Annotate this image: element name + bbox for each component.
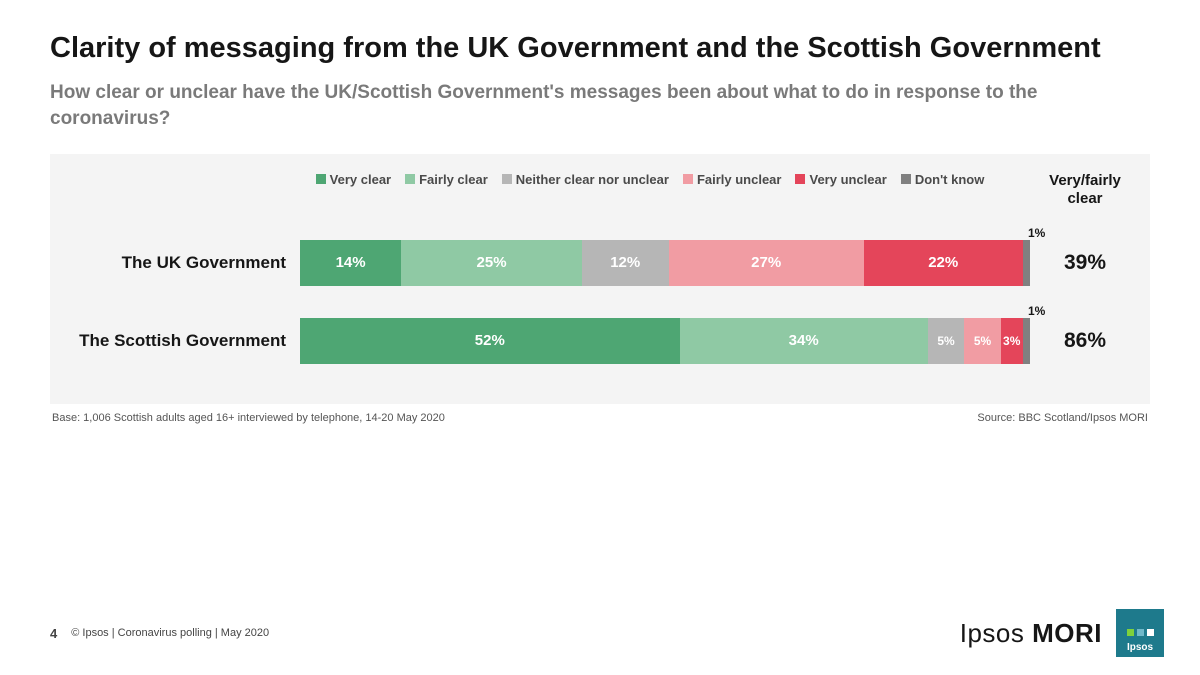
bar-row: The UK Government14%25%12%27%22%1% 39% [70,240,1130,286]
legend-label: Very unclear [809,172,886,187]
row-summary: 39% [1040,251,1130,275]
bar-segment: 5% [964,318,1001,364]
source-note: Source: BBC Scotland/Ipsos MORI [977,412,1148,424]
legend-label: Don't know [915,172,985,187]
bar-segment: 52% [300,318,680,364]
bar-segment: 25% [401,240,582,286]
slide-footer: 4 © Ipsos | Coronavirus polling | May 20… [50,609,1164,657]
ipsos-logo-icon: Ipsos [1116,609,1164,657]
bar-segment: 34% [680,318,928,364]
page-number: 4 [50,626,57,641]
legend-item: Very unclear [795,172,886,187]
legend-swatch [901,174,911,184]
legend-swatch [502,174,512,184]
bar-segment: 22% [864,240,1023,286]
stacked-bar: 14%25%12%27%22%1% [300,240,1030,286]
row-label: The UK Government [70,253,300,273]
legend-swatch [795,174,805,184]
legend-swatch [405,174,415,184]
bar-segment: 14% [300,240,401,286]
summary-column-header: Very/fairly clear [1040,172,1130,208]
brand-wordmark: Ipsos MORI [960,618,1102,649]
bar-row: The Scottish Government52%34%5%5%3%1%86% [70,318,1130,364]
copyright-text: © Ipsos | Coronavirus polling | May 2020 [71,627,269,639]
legend-item: Very clear [316,172,391,187]
stacked-bar: 52%34%5%5%3%1% [300,318,1030,364]
legend-swatch [316,174,326,184]
legend-item: Neither clear nor unclear [502,172,669,187]
row-summary: 86% [1040,329,1130,353]
legend-label: Fairly unclear [697,172,782,187]
legend-item: Fairly clear [405,172,488,187]
legend-label: Neither clear nor unclear [516,172,669,187]
bar-segment: 1% [1023,240,1030,286]
chart-subtitle: How clear or unclear have the UK/Scottis… [50,80,1150,131]
legend-item: Don't know [901,172,985,187]
chart-title: Clarity of messaging from the UK Governm… [50,30,1150,66]
row-label: The Scottish Government [70,331,300,351]
base-note: Base: 1,006 Scottish adults aged 16+ int… [52,412,445,424]
legend-label: Very clear [330,172,391,187]
bar-segment: 1% [1023,318,1030,364]
bar-segment: 27% [669,240,864,286]
chart-legend: Very clear Fairly clear Neither clear nor … [70,172,1030,187]
bar-segment: 3% [1001,318,1023,364]
legend-item: Fairly unclear [683,172,782,187]
bar-segment: 12% [582,240,669,286]
legend-label: Fairly clear [419,172,488,187]
bar-segment: 5% [928,318,965,364]
legend-swatch [683,174,693,184]
chart-area: Very clear Fairly clear Neither clear nor … [50,154,1150,404]
